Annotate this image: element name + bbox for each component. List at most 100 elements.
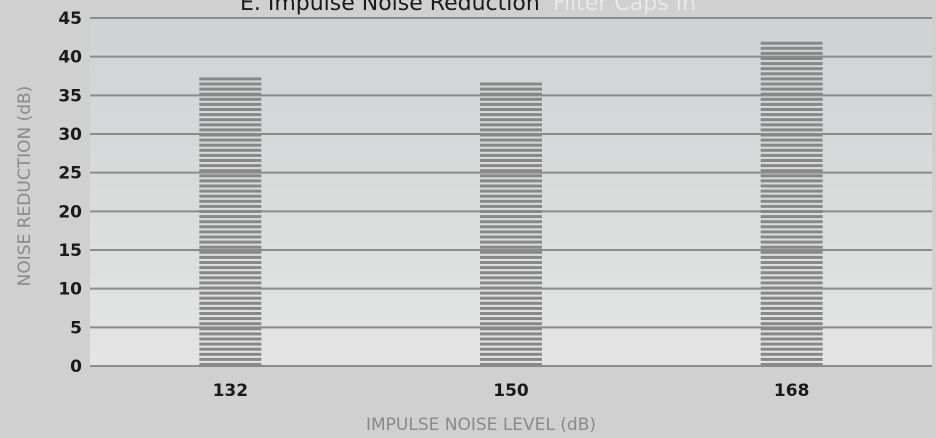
bar-stripe (199, 128, 262, 132)
bar-168 (760, 41, 823, 366)
bar-stripe (480, 281, 542, 285)
bar-stripe (199, 210, 262, 213)
chart-title-main: E. Impulse Noise Reduction (240, 0, 540, 16)
bar-stripe (480, 108, 542, 111)
bar-stripe (480, 169, 542, 173)
bar-stripe (480, 128, 542, 132)
y-tick-label: 5 (70, 318, 82, 338)
bar-stripe (760, 363, 823, 366)
y-tick-label: 35 (58, 86, 82, 106)
bar-stripe (760, 281, 823, 285)
y-tick-label: 10 (58, 280, 82, 300)
bar-stripe (199, 118, 262, 122)
bar-stripe (199, 301, 262, 305)
bar-stripe (199, 215, 262, 219)
bar-stripe (480, 220, 542, 224)
bar-stripe (760, 220, 823, 224)
bar-stripe (760, 133, 823, 137)
bar-stripe (199, 250, 262, 254)
bar-stripe (760, 143, 823, 147)
bar-stripe (199, 281, 262, 285)
bar-stripe (199, 179, 262, 183)
bar-stripe (760, 184, 823, 188)
bar-stripe (760, 261, 823, 264)
bar-stripe (199, 363, 262, 366)
bar-stripe (480, 97, 542, 101)
bar-stripe (480, 250, 542, 254)
bar-stripe (760, 189, 823, 193)
bar-stripe (760, 199, 823, 203)
bar-stripe (199, 230, 262, 234)
bar-stripe (760, 159, 823, 162)
bar-stripe (760, 235, 823, 239)
bar-stripe (480, 102, 542, 106)
bar-stripe (199, 123, 262, 127)
bar-stripe (760, 230, 823, 234)
y-tick-label: 40 (58, 48, 82, 68)
bar-stripe (760, 347, 823, 351)
bar-stripe (199, 108, 262, 111)
bar-stripe (199, 159, 262, 162)
bar-stripe (760, 271, 823, 275)
bar-stripe (199, 347, 262, 351)
bar-stripe (760, 312, 823, 315)
x-tick-labels: 132 150 168 (213, 381, 810, 401)
bar-stripe (480, 153, 542, 157)
bar-stripe (199, 286, 262, 290)
bar-stripe (760, 301, 823, 305)
bar-stripe (760, 72, 823, 76)
bar-stripe (480, 210, 542, 213)
bar-stripe (480, 133, 542, 137)
bar-stripe (199, 291, 262, 295)
bar-stripe (480, 291, 542, 295)
bar-stripe (760, 266, 823, 270)
bar-stripe (199, 296, 262, 300)
bar-stripe (760, 327, 823, 331)
bar-stripe (480, 312, 542, 315)
bar-stripe (199, 352, 262, 356)
bar-stripe (199, 82, 262, 86)
bar-stripe (480, 322, 542, 326)
bars (199, 41, 823, 366)
bar-stripe (199, 204, 262, 208)
bar-stripe (199, 276, 262, 280)
y-tick-label: 0 (70, 357, 82, 377)
bar-stripe (480, 159, 542, 162)
bar-stripe (480, 189, 542, 193)
bar-stripe (760, 204, 823, 208)
bar-stripe (199, 271, 262, 275)
bar-stripe (199, 235, 262, 239)
y-tick-label: 30 (58, 125, 82, 145)
bar-stripe (760, 113, 823, 117)
bar-stripe (760, 352, 823, 356)
x-tick-label: 150 (493, 381, 529, 401)
bar-stripe (480, 184, 542, 188)
bar-stripe (480, 363, 542, 366)
bar-150 (480, 82, 542, 366)
bar-stripe (199, 87, 262, 91)
bar-stripe (480, 245, 542, 249)
bar-stripe (760, 357, 823, 361)
bar-stripe (480, 164, 542, 168)
x-tick-label: 132 (213, 381, 249, 401)
bar-stripe (199, 184, 262, 188)
bar-stripe (199, 255, 262, 259)
bar-stripe (760, 210, 823, 213)
bar-stripe (760, 108, 823, 111)
bar-stripe (760, 67, 823, 71)
bar-stripe (760, 118, 823, 122)
bar-stripe (199, 337, 262, 341)
bar-stripe (480, 87, 542, 91)
bar-stripe (760, 128, 823, 132)
bar-stripe (199, 322, 262, 326)
chart-subtitle: Filter Caps In (553, 0, 696, 16)
bar-stripe (480, 235, 542, 239)
bar-stripe (480, 179, 542, 183)
bar-stripe (760, 332, 823, 336)
bar-stripe (199, 306, 262, 310)
y-tick-labels: 0 5 10 15 20 25 30 35 40 45 (58, 9, 82, 377)
bar-stripe (480, 113, 542, 117)
bar-stripe (480, 230, 542, 234)
bar-stripe (760, 102, 823, 106)
bar-stripe (760, 250, 823, 254)
